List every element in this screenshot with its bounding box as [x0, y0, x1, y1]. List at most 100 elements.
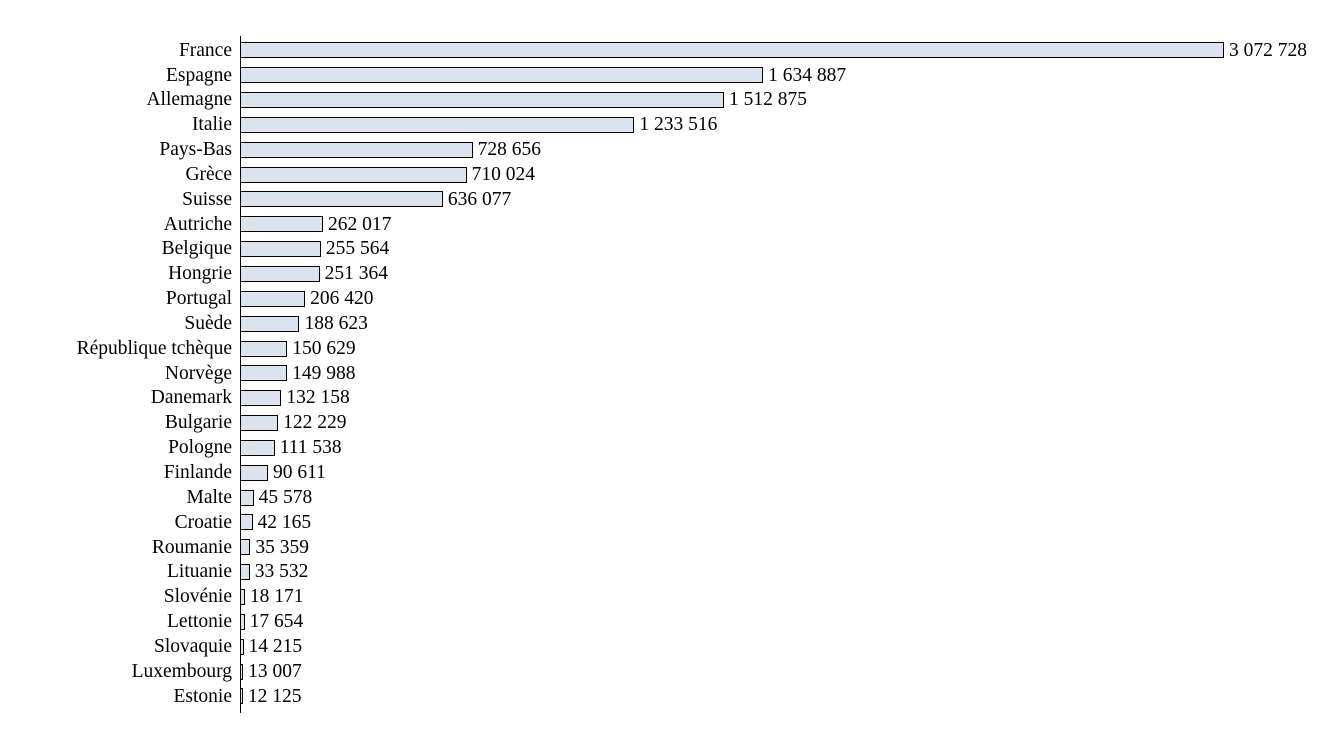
value-label: 33 532	[254, 561, 309, 583]
bar	[240, 42, 1224, 59]
value-label: 255 564	[325, 238, 390, 260]
category-label: Slovénie	[163, 586, 232, 608]
bar	[240, 613, 245, 630]
category-label: Lettonie	[167, 611, 232, 633]
category-label: Italie	[191, 114, 232, 136]
category-label: Portugal	[165, 288, 232, 310]
bar	[240, 415, 279, 432]
bar	[240, 216, 323, 233]
category-label: Norvège	[164, 362, 232, 384]
value-label: 150 629	[292, 337, 356, 359]
bar-cell: 33 532	[240, 560, 1333, 585]
category-label: Suisse	[182, 188, 232, 210]
bar-row: Suède 188 623	[0, 311, 1333, 336]
category-label: Pays-Bas	[159, 139, 232, 161]
bar-cell: 251 364	[240, 262, 1333, 287]
value-label: 45 578	[258, 486, 313, 508]
bar-row: République tchèque 150 629	[0, 336, 1333, 361]
value-label: 262 017	[327, 213, 392, 235]
bar-cell: 1 233 516	[240, 113, 1333, 138]
bar-cell: 18 171	[240, 585, 1333, 610]
bar	[240, 514, 253, 531]
bar	[240, 539, 251, 556]
bar-row: Roumanie 35 359	[0, 535, 1333, 560]
bar	[240, 663, 244, 680]
bar-row: Pays-Bas 728 656	[0, 137, 1333, 162]
value-label: 251 364	[324, 263, 388, 285]
bar-cell: 42 165	[240, 510, 1333, 535]
bar	[240, 266, 320, 283]
category-label: Luxembourg	[131, 660, 232, 682]
bar-cell: 255 564	[240, 237, 1333, 262]
value-label: 149 988	[292, 362, 356, 384]
value-label: 206 420	[310, 288, 374, 310]
value-label: 1 634 887	[768, 64, 847, 86]
bar-cell: 150 629	[240, 336, 1333, 361]
bar-cell: 636 077	[240, 187, 1333, 212]
bar-cell: 122 229	[240, 411, 1333, 436]
bar-row: Bulgarie 122 229	[0, 411, 1333, 436]
bar	[240, 67, 764, 84]
category-label: Autriche	[163, 213, 232, 235]
bar-cell: 132 158	[240, 386, 1333, 411]
bar	[240, 638, 244, 655]
value-label: 710 024	[471, 163, 535, 185]
category-label: Allemagne	[146, 89, 232, 111]
bar-cell: 111 538	[240, 436, 1333, 461]
bar	[240, 390, 282, 407]
bar	[240, 464, 269, 481]
value-label: 13 007	[248, 660, 302, 682]
bar-cell: 262 017	[240, 212, 1333, 237]
category-label: Suède	[184, 312, 232, 334]
bar	[240, 315, 300, 332]
bar	[240, 588, 245, 605]
bar	[240, 92, 724, 109]
category-label: Danemark	[150, 387, 232, 409]
bar-cell: 710 024	[240, 162, 1333, 187]
value-label: 3 072 728	[1229, 39, 1307, 61]
bar	[240, 564, 250, 581]
bar-row: Finlande 90 611	[0, 460, 1333, 485]
bar	[240, 365, 288, 382]
bar	[240, 166, 467, 183]
category-label: Roumanie	[151, 536, 232, 558]
bar-row: Italie 1 233 516	[0, 113, 1333, 138]
bar-row: Slovaquie 14 215	[0, 634, 1333, 659]
category-label: Pologne	[168, 437, 232, 459]
bar-row: Belgique 255 564	[0, 237, 1333, 262]
category-label: Estonie	[173, 685, 233, 707]
bar-cell: 12 125	[240, 684, 1333, 709]
bar-row: Danemark 132 158	[0, 386, 1333, 411]
category-label: Slovaquie	[154, 635, 232, 657]
category-label: Malte	[186, 486, 232, 508]
bar-row: France 3 072 728	[0, 38, 1333, 63]
bar-row: Suisse 636 077	[0, 187, 1333, 212]
value-label: 90 611	[273, 462, 326, 484]
bar	[240, 141, 473, 158]
value-label: 14 215	[248, 635, 303, 657]
bar	[240, 439, 275, 456]
bar-cell: 35 359	[240, 535, 1333, 560]
bar-row: Allemagne 1 512 875	[0, 88, 1333, 113]
bar-cell: 14 215	[240, 634, 1333, 659]
category-label: Espagne	[165, 64, 232, 86]
value-label: 18 171	[249, 586, 304, 608]
bar-cell: 728 656	[240, 137, 1333, 162]
bar-cell: 3 072 728	[240, 38, 1333, 63]
category-label: Grèce	[185, 163, 232, 185]
value-label: 42 165	[257, 511, 312, 533]
category-label: Hongrie	[168, 263, 232, 285]
bar	[240, 241, 321, 258]
value-label: 35 359	[255, 536, 309, 558]
bar	[240, 340, 288, 357]
bar-row: Grèce 710 024	[0, 162, 1333, 187]
bar-row: Portugal 206 420	[0, 286, 1333, 311]
bar-cell: 188 623	[240, 311, 1333, 336]
value-label: 1 233 516	[639, 114, 718, 136]
bar-row: Lettonie 17 654	[0, 609, 1333, 634]
category-label: Belgique	[161, 238, 232, 260]
value-label: 1 512 875	[728, 89, 807, 111]
value-label: 12 125	[247, 685, 302, 707]
bar-row: Luxembourg 13 007	[0, 659, 1333, 684]
